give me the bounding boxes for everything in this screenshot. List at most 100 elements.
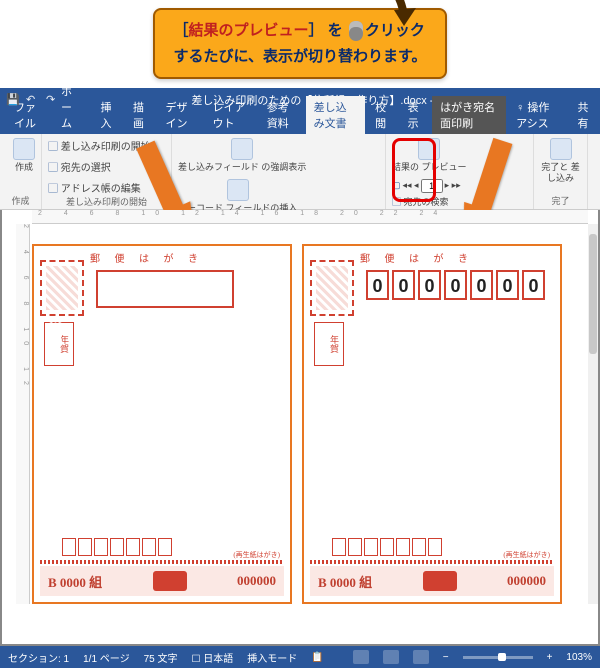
sp3: 0 [380,538,394,556]
select-recipients-button[interactable]: 宛先の選択 [48,159,111,174]
name-value: 佐 藤 サクラ 様 [422,310,500,524]
sp5: 0 [142,538,156,556]
zoom-in-button[interactable]: + [547,652,553,663]
group5-label: 完了 [540,194,581,207]
pb0: 0 [366,270,389,300]
lottery-left: B 0000 組 [318,572,372,591]
sp3: 0 [110,538,124,556]
lottery-strip: B 0000 組 000000 [310,566,554,596]
tab-home[interactable]: ホーム [53,80,91,134]
sp1: 0 [78,538,92,556]
lottery-stamp-icon [153,571,187,591]
postcard-label: 郵 便 は が き [360,250,474,265]
highlight-icon [231,138,253,160]
hagaki-fields-view: 郵 便 は が き 年賀 «郵 番 号» 《住所》 《住所2》 《会社》 《部署… [32,244,292,604]
zoom-level[interactable]: 103% [566,652,592,663]
postcard-label: 郵 便 は が き [90,250,204,265]
record-nav[interactable]: ◂◂ ◂ ▸ ▸▸ [392,179,476,193]
tab-help-label: 操作アシス [516,102,549,130]
sp4: 0 [396,538,410,556]
sender-addr: 三重県四日市市○○○○ [397,376,420,526]
view-web-button[interactable] [413,650,429,664]
tab-help[interactable]: ♀ 操作アシス [508,96,567,134]
finish-label: 完了と 差し込み [540,162,581,184]
tab-share[interactable]: 共有 [569,96,599,134]
pb6: 0 [522,270,545,300]
tab-references[interactable]: 参考資料 [259,96,304,134]
group2-label: 差し込み印刷の開始 [48,195,165,208]
hagaki-preview-view: 郵 便 は が き 年賀 0 0 0 0 0 0 0 広島県広島市○○○−◇ 佐… [302,244,562,604]
tab-layout[interactable]: レイアウト [204,96,256,134]
preview-results-button[interactable]: 結果の プレビュー [392,138,467,173]
postal-boxes: 0 0 0 0 0 0 0 [366,270,545,300]
lottery-right: 000000 [507,573,546,589]
finish-merge-button[interactable]: 完了と 差し込み [540,138,581,184]
quick-access-toolbar[interactable]: 💾 ↶ ↷ [6,93,60,107]
zoom-slider[interactable] [463,656,533,659]
ribbon-tabs[interactable]: ファイル ホーム 挿入 描画 デザイン レイアウト 参考資料 差し込み文書 校閲… [0,112,600,134]
tab-design[interactable]: デザイン [157,96,202,134]
status-mode[interactable]: 挿入モード [247,650,297,665]
status-section[interactable]: セクション: 1 [8,650,69,665]
status-page[interactable]: 1/1 ページ [83,650,129,665]
sender-addr: 三重県四日市市○○○○ [127,376,150,526]
pb5: 0 [496,270,519,300]
status-lang[interactable]: ☐ 日本語 [192,650,234,665]
vertical-ruler[interactable]: 2 4 6 8 10 12 [16,224,30,604]
create-label: 作成 [15,162,33,173]
recycled-note: (再生紙はがき) [503,550,550,560]
lottery-left: B 0000 組 [48,572,102,591]
start-mailmerge-button[interactable]: 差し込み印刷の開始 [48,138,151,153]
company-field: 《会社》 [199,310,228,524]
status-lang-label: 日本語 [203,654,233,665]
tab-insert[interactable]: 挿入 [93,96,123,134]
finish-icon [550,138,572,160]
sp0: 0 [62,538,76,556]
pb3: 0 [444,270,467,300]
callout-post: ］ を [309,22,343,39]
horizontal-ruler[interactable]: 2 4 6 8 10 12 14 16 18 20 22 24 [32,210,588,224]
tab-review[interactable]: 校閲 [367,96,397,134]
highlight-label: 差し込みフィールド の強調表示 [178,162,306,173]
sender-postal: 0 0 0 0 0 0 0 [62,538,172,556]
lottery-strip: B 0000 組 000000 [40,566,284,596]
view-read-button[interactable] [353,650,369,664]
status-words[interactable]: 75 文字 [144,650,178,665]
lottery-stamp-icon [423,571,457,591]
sp1: 0 [348,538,362,556]
sp4: 0 [126,538,140,556]
view-print-button[interactable] [383,650,399,664]
tab-mailings[interactable]: 差し込み文書 [306,96,365,134]
record-number-input[interactable] [421,179,443,193]
pb4: 0 [470,270,493,300]
zoom-out-button[interactable]: − [443,652,449,663]
red-bar [310,560,554,564]
save-icon[interactable]: 💾 [6,93,20,107]
edit-recipients-button[interactable]: アドレス帳の編集 [48,180,141,195]
stamp-area [310,260,354,316]
status-overtype[interactable]: 📋 [311,652,323,663]
create-button[interactable]: 作成 [6,138,42,173]
scrollbar-thumb[interactable] [589,234,597,354]
tab-view[interactable]: 表示 [400,96,430,134]
recycled-note: (再生紙はがき) [233,550,280,560]
callout-pre: ［ [173,22,188,39]
sender-postal: 0 0 0 0 0 0 0 [332,538,442,556]
lottery-right: 000000 [237,573,276,589]
highlight-fields-button[interactable]: 差し込みフィールド の強調表示 [178,138,306,173]
stamp-area [40,260,84,316]
pb2: 0 [418,270,441,300]
tab-hagaki[interactable]: はがき宛名面印刷 [432,96,506,134]
red-bar [40,560,284,564]
tab-draw[interactable]: 描画 [125,96,155,134]
redo-icon[interactable]: ↷ [46,93,60,107]
document-area: 2 4 6 8 10 12 14 16 18 20 22 24 2 4 6 8 … [0,210,600,646]
preview-icon [418,138,440,160]
sender-name: どこでもパソコン教室 四日市 [351,376,397,526]
vertical-scrollbar[interactable] [588,224,598,604]
sender-name: どこでもパソコン教室 四日市 [81,376,127,526]
barcode-button[interactable]: バーコード フィールドの挿入 [178,179,297,214]
barcode-icon [227,179,249,201]
sender-block: 三重県四日市市○○○○ どこでもパソコン教室 四日市 Tel. 123-456-… [78,376,150,526]
undo-icon[interactable]: ↶ [26,93,40,107]
